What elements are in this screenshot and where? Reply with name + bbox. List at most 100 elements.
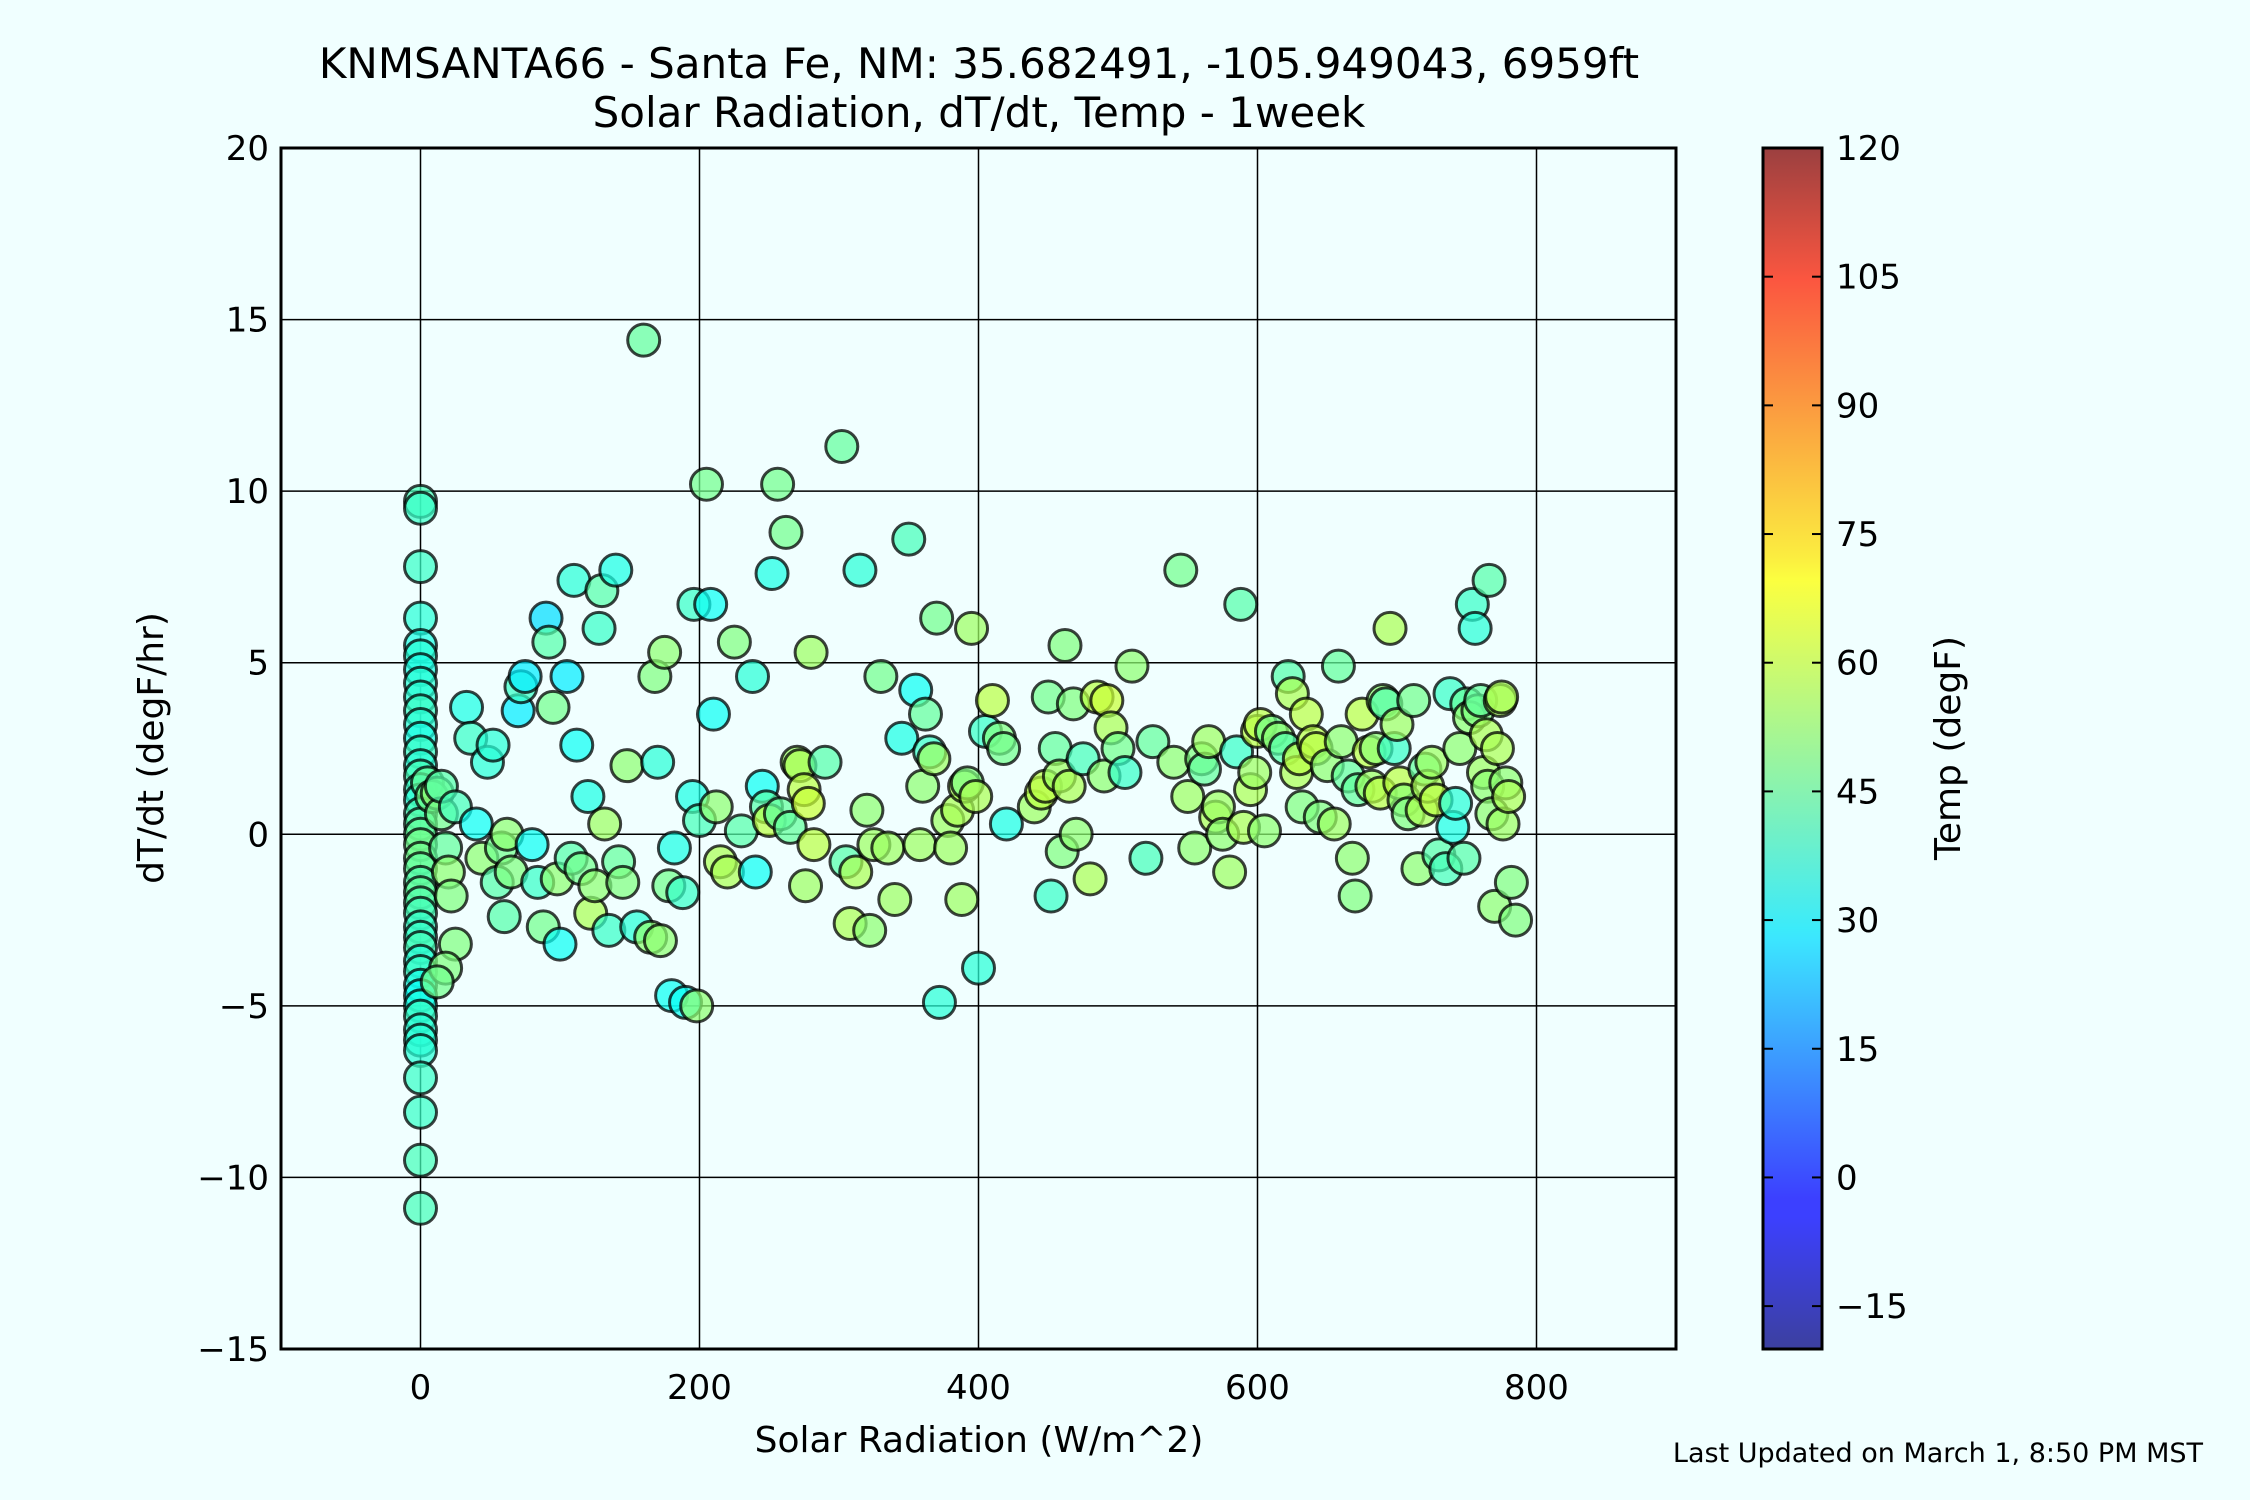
scatter-point <box>1246 813 1282 849</box>
scatter-point <box>961 950 996 986</box>
scatter-point <box>921 984 957 1020</box>
scatter-point <box>1058 816 1094 852</box>
scatter-point <box>849 792 885 828</box>
y-axis-ticks: −15 −10 −5 0 5 10 15 20 <box>197 129 269 1370</box>
scatter-point <box>449 689 485 725</box>
scatter-point <box>1316 806 1352 842</box>
scatter-point <box>403 1060 438 1096</box>
colorbar-tick-label: 90 <box>1836 386 1879 426</box>
scatter-point <box>1484 679 1520 715</box>
scatter-point <box>1170 779 1206 815</box>
x-tick-label: 600 <box>1225 1368 1290 1408</box>
scatter-point <box>609 748 645 784</box>
scatter-point <box>403 1190 438 1226</box>
scatter-point <box>988 806 1024 842</box>
scatter-point <box>403 1142 438 1178</box>
scatter-point <box>1320 648 1356 684</box>
scatter-point <box>656 830 692 866</box>
scatter-point <box>793 634 829 670</box>
scatter-point <box>605 864 641 900</box>
colorbar-tick-label: 120 <box>1836 129 1901 169</box>
scatter-point <box>768 514 804 550</box>
scatter-point <box>807 744 843 780</box>
scatter-point <box>698 789 734 825</box>
scatter-point <box>796 827 832 863</box>
scatter-point <box>679 988 715 1024</box>
y-tick-label: −15 <box>197 1330 269 1370</box>
scatter-point <box>626 322 662 358</box>
scatter-point <box>1414 744 1450 780</box>
colorbar-tick-label: 0 <box>1836 1158 1858 1198</box>
scatter-point <box>877 881 913 917</box>
x-axis-label: Solar Radiation (W/m^2) <box>755 1420 1204 1461</box>
scatter-point <box>716 624 752 660</box>
scatter-point <box>1237 755 1273 791</box>
scatter-point <box>944 881 980 917</box>
colorbar-tick-label: 15 <box>1836 1030 1879 1070</box>
scatter-point <box>688 466 724 502</box>
scatter-point <box>570 779 606 815</box>
scatter-point <box>693 586 729 622</box>
scatter-point <box>788 868 824 904</box>
scatter-point <box>1223 586 1259 622</box>
scatter-point <box>665 875 701 911</box>
plot-frame <box>279 146 1678 1351</box>
scatter-point <box>891 521 927 557</box>
scatter-point <box>535 689 571 725</box>
scatter-point <box>647 634 683 670</box>
scatter-point <box>1114 648 1150 684</box>
y-axis-label: dT/dt (degF/hr) <box>131 612 172 884</box>
scatter-point <box>587 806 623 842</box>
colorbar: −15 0 15 30 45 60 75 90 105 120 <box>1761 129 1908 1351</box>
y-tick-label: 20 <box>226 129 269 169</box>
colorbar-label: Temp (degF) <box>1928 636 1969 861</box>
scatter-point <box>695 696 731 732</box>
scatter-point <box>919 600 955 636</box>
scatter-point <box>581 610 617 646</box>
scatter-point <box>916 741 952 777</box>
scatter-point <box>1047 628 1083 664</box>
scatter-point <box>958 779 994 815</box>
scatter-point <box>1493 864 1529 900</box>
scatter-point <box>760 466 796 502</box>
scatter-point <box>1163 552 1199 588</box>
y-tick-label: 5 <box>247 644 269 684</box>
y-tick-label: −5 <box>219 987 269 1027</box>
last-updated-text: Last Updated on March 1, 8:50 PM MST <box>1673 1438 2204 1469</box>
scatter-point <box>549 658 585 694</box>
y-tick-label: −10 <box>197 1158 269 1198</box>
scatter-point <box>933 830 969 866</box>
x-tick-label: 200 <box>667 1368 732 1408</box>
scatter-point <box>642 923 678 959</box>
scatter-point <box>974 682 1010 718</box>
scatter-point <box>419 964 455 1000</box>
scatter-point <box>1177 830 1213 866</box>
scatter-point <box>754 555 790 591</box>
colorbar-tick-label: 60 <box>1836 644 1879 684</box>
scatter-point <box>907 696 943 732</box>
scatter-point <box>1212 854 1248 890</box>
y-tick-label: 15 <box>226 301 269 341</box>
scatter-point <box>1051 768 1087 804</box>
scatter-point <box>1072 861 1108 897</box>
colorbar-tick-label: 45 <box>1836 772 1879 812</box>
scatter-point <box>1438 785 1474 821</box>
colorbar-frame <box>1761 146 1824 1351</box>
scatter-point <box>852 912 888 948</box>
chart-subtitle: Solar Radiation, dT/dt, Temp - 1week <box>593 88 1366 137</box>
scatter-point <box>1334 840 1370 876</box>
x-tick-label: 400 <box>946 1368 1011 1408</box>
colorbar-gradient <box>1763 148 1822 1349</box>
y-tick-label: 10 <box>226 472 269 512</box>
colorbar-tick-label: 105 <box>1836 258 1901 298</box>
scatter-point <box>863 658 899 694</box>
scatter-point <box>598 552 634 588</box>
chart-title: KNMSANTA66 - Santa Fe, NM: 35.682491, -1… <box>319 39 1639 88</box>
scatter-point <box>458 806 494 842</box>
scatter-point <box>824 429 860 465</box>
scatter-point <box>559 727 595 763</box>
scatter-point <box>902 827 938 863</box>
colorbar-ticks: −15 0 15 30 45 60 75 90 105 120 <box>1763 129 1908 1327</box>
scatter-point <box>433 878 469 914</box>
